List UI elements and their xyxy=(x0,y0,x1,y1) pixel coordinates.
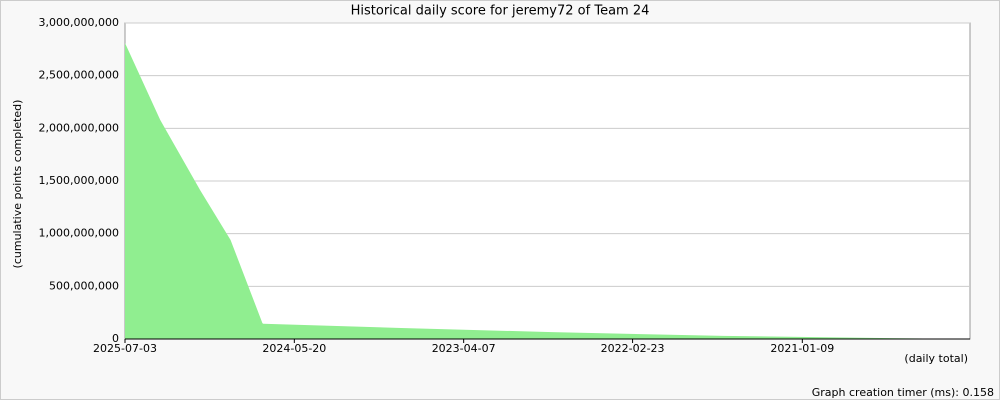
y-tick-label: 2,500,000,000 xyxy=(39,69,119,82)
chart-title: Historical daily score for jeremy72 of T… xyxy=(351,4,650,19)
y-tick-label: 3,000,000,000 xyxy=(39,16,119,29)
x-tick-label: 2021-01-09 xyxy=(770,342,834,355)
y-tick-label: 2,000,000,000 xyxy=(39,121,119,134)
x-tick-label: 2024-05-20 xyxy=(262,342,326,355)
y-tick-label: 1,500,000,000 xyxy=(39,174,119,187)
area xyxy=(125,43,935,339)
y-tick-label: 500,000,000 xyxy=(49,279,119,292)
x-tick-label: 2023-04-07 xyxy=(432,342,496,355)
x-axis-label: (daily total) xyxy=(904,352,968,365)
y-tick-label: 0 xyxy=(112,332,119,345)
x-tick-label: 2022-02-23 xyxy=(601,342,665,355)
x-tick-label: 2025-07-03 xyxy=(93,342,157,355)
footer: Graph creation timer (ms): 0.158 xyxy=(812,386,994,399)
y-tick-label: 1,000,000,000 xyxy=(39,227,119,240)
y-axis-label: (cumulative points completed) xyxy=(11,100,24,269)
